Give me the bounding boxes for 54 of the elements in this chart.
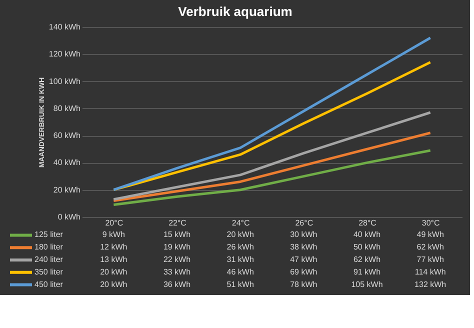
x-tick-label: 20°C [105,218,124,228]
line-series [112,132,432,202]
data-label: 22 kWh [163,255,191,264]
line-series [112,36,432,192]
x-tick-label: 30°C [422,218,440,228]
y-tick-label: 140 kWh [48,22,80,32]
data-label: 105 kWh [351,280,383,289]
data-label: 9 kWh [102,230,126,240]
data-label: 69 kWh [290,267,318,276]
y-tick-label: 0 kWh [58,212,80,222]
data-label: 13 kWh [100,255,128,264]
line-series [112,149,432,206]
data-label: 91 kWh [353,267,381,276]
data-label: 77 kWh [416,255,444,264]
data-label: 36 kWh [163,280,191,289]
y-tick-label: 100 kWh [48,76,80,86]
line-series [112,111,432,201]
data-label: 33 kWh [163,267,191,276]
data-label: 62 kWh [416,242,444,252]
legend-label: 450 liter [34,280,64,289]
y-tick-label: 80 kWh [53,104,80,113]
legend-label: 350 liter [34,267,64,276]
chart-title: Verbruik aquarium [178,4,292,19]
data-label: 30 kWh [290,230,318,240]
x-tick-label: 22°C [168,218,187,228]
data-label: 19 kWh [163,242,191,252]
x-tick-label: 24°C [232,218,250,228]
legend-label: 125 liter [34,230,64,240]
data-label: 12 kWh [100,242,128,252]
data-label: 20 kWh [226,230,254,240]
data-label: 46 kWh [226,267,254,276]
data-label: 78 kWh [290,280,318,289]
y-tick-label: 120 kWh [48,50,80,59]
data-label: 49 kWh [416,230,444,240]
data-label: 15 kWh [163,230,191,240]
data-label: 62 kWh [353,255,381,264]
data-label: 50 kWh [353,242,381,252]
data-label: 114 kWh [414,267,446,276]
data-label: 132 kWh [414,280,446,289]
data-label: 31 kWh [226,255,254,264]
y-tick-label: 20 kWh [53,185,80,194]
x-tick-label: 28°C [358,218,377,228]
legend-label: 180 liter [34,242,64,252]
data-label: 47 kWh [290,255,318,264]
y-tick-label: 60 kWh [53,131,80,140]
data-label: 38 kWh [290,242,318,252]
data-label: 20 kWh [100,280,128,289]
x-tick-label: 26°C [295,218,314,228]
legend-label: 240 liter [34,255,64,264]
data-label: 20 kWh [100,267,128,276]
data-label: 40 kWh [353,230,381,240]
y-tick-label: 40 kWh [53,158,80,168]
data-label: 26 kWh [226,242,254,252]
data-label: 51 kWh [226,280,254,289]
